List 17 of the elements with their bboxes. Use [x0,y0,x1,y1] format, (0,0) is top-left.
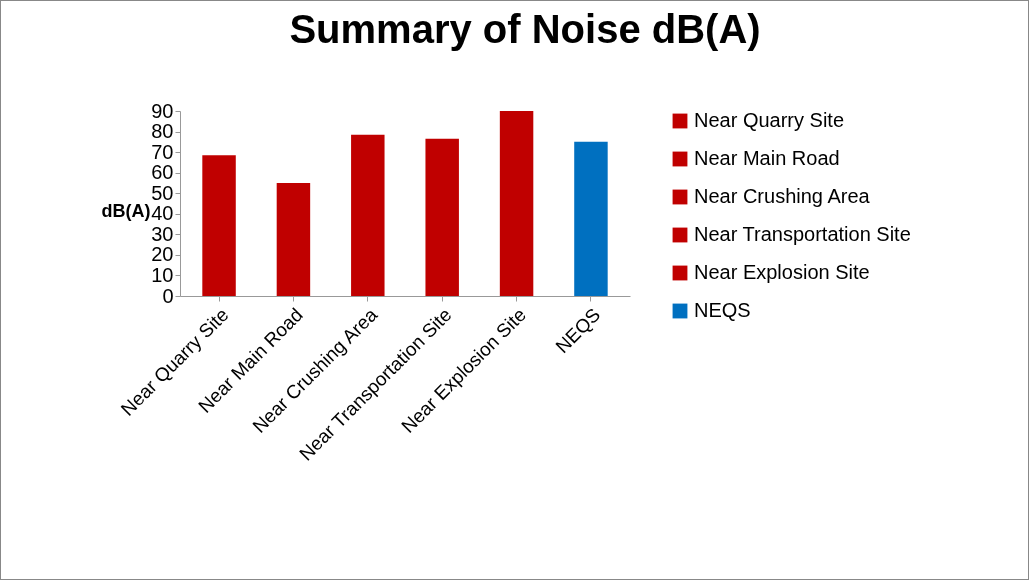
legend-label: Near Crushing Area [694,185,871,207]
y-tick-label: 70 [151,140,174,163]
y-tick-label: 10 [151,263,174,286]
y-tick-label: 60 [151,161,174,184]
y-tick-label: 40 [151,202,174,225]
legend-label: Near Transportation Site [694,223,911,245]
y-tick-label: 20 [151,243,174,266]
y-tick-label: 0 [162,284,174,307]
y-tick-label: 30 [151,222,174,245]
y-tick-label: 50 [151,181,174,204]
legend-label: Near Explosion Site [694,261,870,283]
y-tick-label: 80 [151,120,174,143]
y-axis-title: dB(A) [101,200,151,221]
y-tick-label: 90 [151,99,174,122]
legend-label: Near Main Road [694,147,840,169]
chart-title: Summary of Noise dB(A) [289,7,761,51]
legend-label: Near Quarry Site [694,109,845,131]
